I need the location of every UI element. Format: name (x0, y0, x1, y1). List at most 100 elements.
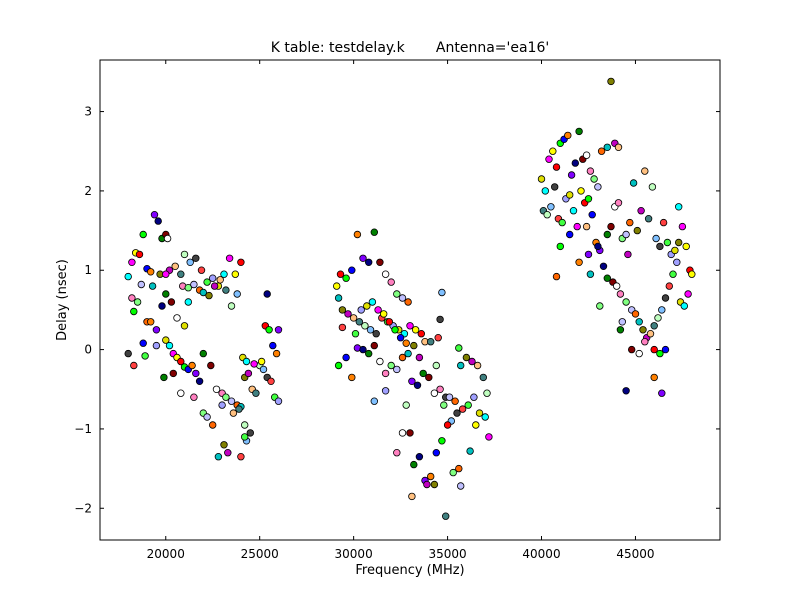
data-point (684, 290, 692, 298)
data-point (381, 369, 390, 378)
data-point (222, 286, 230, 294)
data-point (171, 262, 179, 270)
data-point (252, 389, 260, 397)
data-point (443, 421, 452, 429)
data-point (208, 421, 217, 429)
data-point (669, 270, 677, 278)
data-point (586, 167, 595, 175)
data-point (537, 175, 546, 183)
data-point (438, 288, 446, 297)
data-point (406, 429, 414, 437)
data-point (370, 397, 378, 405)
data-points (124, 77, 696, 520)
data-point (575, 258, 583, 266)
data-point (413, 381, 422, 389)
data-point (659, 218, 668, 227)
data-point (466, 447, 474, 455)
data-point (436, 315, 444, 324)
y-tick-label: 2 (84, 184, 92, 198)
data-point (462, 353, 471, 362)
data-point (363, 302, 371, 310)
data-point (430, 389, 439, 397)
data-point (141, 352, 149, 360)
data-point (633, 226, 641, 235)
data-point (551, 183, 559, 191)
data-point (675, 238, 683, 247)
data-point (195, 377, 204, 385)
data-point (455, 344, 463, 352)
data-point (541, 187, 549, 195)
y-tick-label: −2 (74, 501, 92, 515)
data-point (184, 284, 192, 292)
data-point (237, 258, 245, 266)
data-point (552, 163, 561, 171)
data-point (135, 250, 144, 259)
data-point (203, 413, 211, 421)
data-point (336, 270, 345, 278)
data-point (656, 242, 664, 251)
data-point (167, 298, 176, 306)
data-point (675, 203, 683, 211)
data-point (139, 339, 147, 347)
data-point (656, 349, 664, 358)
data-point (269, 341, 277, 350)
data-point (571, 159, 579, 167)
data-point (398, 429, 407, 437)
data-point (637, 206, 645, 215)
data-point (451, 397, 459, 405)
data-point (464, 401, 472, 409)
data-point (398, 353, 407, 362)
data-point (162, 270, 170, 278)
data-point (197, 266, 206, 274)
data-point (177, 357, 185, 366)
data-point (622, 298, 630, 306)
x-axis: 20000 25000 30000 35000 40000 45000 (147, 60, 655, 561)
data-point (641, 338, 649, 346)
data-point (654, 314, 662, 322)
data-point (552, 272, 561, 281)
data-point (547, 203, 555, 211)
data-point (470, 393, 478, 401)
data-point (575, 127, 583, 136)
x-tick-label: 25000 (241, 547, 279, 561)
data-point (348, 373, 356, 382)
data-point (139, 230, 147, 239)
data-point (652, 234, 660, 243)
data-point (227, 397, 236, 405)
data-point (391, 326, 399, 334)
data-point (573, 222, 581, 231)
data-point (432, 361, 440, 370)
data-point (603, 230, 611, 239)
data-point (410, 460, 418, 469)
data-point (218, 401, 226, 409)
data-point (644, 214, 653, 223)
data-point (481, 413, 489, 421)
data-point (629, 179, 638, 187)
data-point (688, 270, 696, 278)
data-point (227, 302, 236, 310)
data-point (177, 389, 185, 397)
data-point (438, 437, 446, 445)
data-point (440, 401, 448, 409)
data-point (402, 339, 410, 347)
data-point (607, 222, 615, 231)
data-point (584, 195, 593, 203)
data-point (385, 318, 393, 326)
data-point (479, 373, 487, 382)
data-point (333, 282, 341, 290)
data-point (365, 258, 373, 266)
data-point (411, 326, 420, 334)
data-point (355, 318, 363, 326)
data-point (613, 282, 621, 290)
data-point (150, 210, 159, 219)
data-point (646, 330, 655, 338)
data-point (162, 336, 170, 344)
data-point (567, 171, 576, 179)
data-point (455, 464, 463, 473)
data-point (137, 280, 145, 289)
data-point (338, 306, 347, 314)
data-point (240, 421, 249, 429)
data-point (265, 326, 273, 334)
data-point (648, 183, 657, 191)
